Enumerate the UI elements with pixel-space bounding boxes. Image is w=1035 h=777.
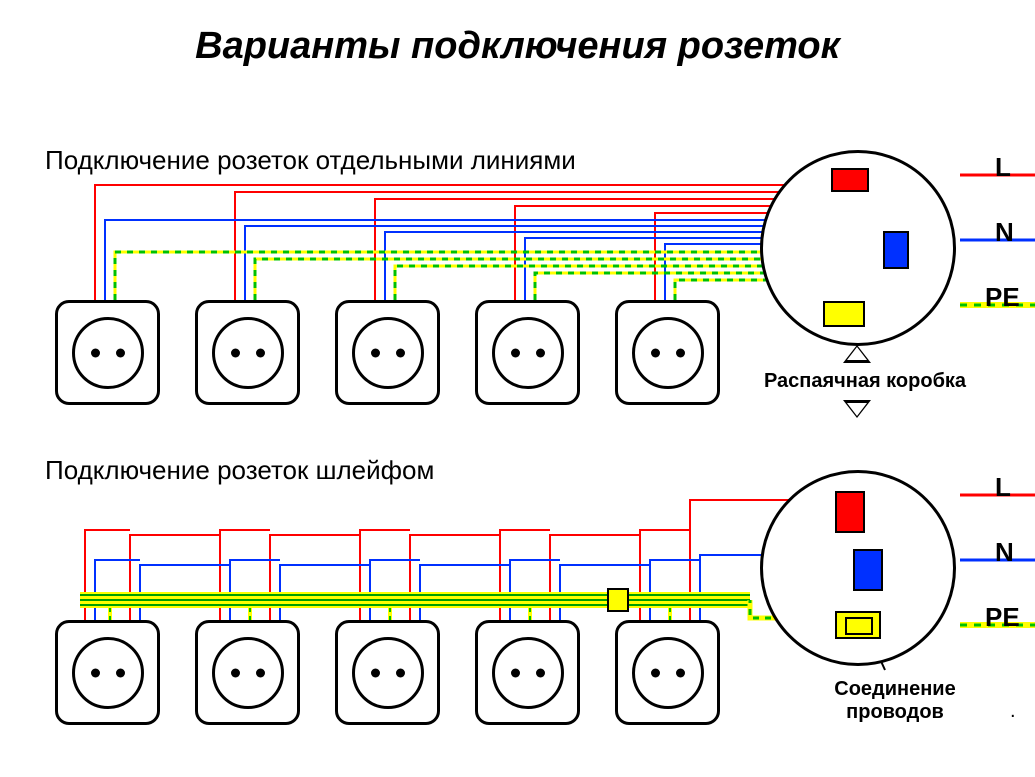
terminal-L-2 xyxy=(835,491,865,533)
junction-box-label: Распаячная коробка xyxy=(755,370,975,393)
socket-2-4 xyxy=(475,620,580,725)
arrow-down-icon xyxy=(843,400,871,418)
label-N-1: N xyxy=(995,217,1014,248)
terminal-PE-2 xyxy=(835,611,881,639)
label-N-2: N xyxy=(995,537,1014,568)
label-PE-2: PE xyxy=(985,602,1020,633)
junction-box-2 xyxy=(760,470,956,666)
socket-1-5 xyxy=(615,300,720,405)
socket-1-2 xyxy=(195,300,300,405)
arrow-up-icon xyxy=(843,345,871,363)
socket-1-3 xyxy=(335,300,440,405)
section1-title: Подключение розеток отдельными линиями xyxy=(45,145,576,176)
label-PE-1: PE xyxy=(985,282,1020,313)
dot: . xyxy=(1010,700,1016,723)
terminal-N-2 xyxy=(853,549,883,591)
connection-label: Соединение проводов xyxy=(800,678,990,724)
socket-1-4 xyxy=(475,300,580,405)
terminal-PE-1 xyxy=(823,301,865,327)
socket-2-3 xyxy=(335,620,440,725)
socket-2-5 xyxy=(615,620,720,725)
diagram-container: Варианты подключения розеток Подключение… xyxy=(0,0,1035,777)
label-L-2: L xyxy=(995,472,1011,503)
socket-1-1 xyxy=(55,300,160,405)
junction-box-1 xyxy=(760,150,956,346)
main-title: Варианты подключения розеток xyxy=(0,25,1035,68)
terminal-N-1 xyxy=(883,231,909,269)
socket-2-1 xyxy=(55,620,160,725)
terminal-L-1 xyxy=(831,168,869,192)
section2-title: Подключение розеток шлейфом xyxy=(45,455,434,486)
label-L-1: L xyxy=(995,152,1011,183)
socket-2-2 xyxy=(195,620,300,725)
